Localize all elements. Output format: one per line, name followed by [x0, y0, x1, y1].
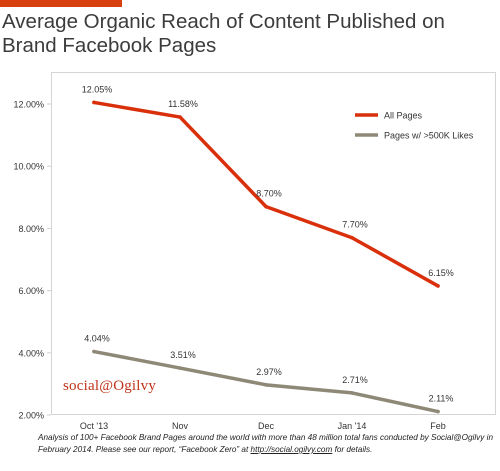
y-tick-label: 2.00% — [18, 411, 44, 421]
y-tick-label: 6.00% — [18, 286, 44, 296]
chart-title: Average Organic Reach of Content Publish… — [2, 10, 445, 57]
data-point — [350, 391, 354, 395]
x-tick-label: Nov — [172, 421, 189, 430]
x-tick-label: Feb — [430, 421, 446, 430]
data-point — [264, 204, 268, 209]
data-label: 3.51% — [170, 350, 196, 360]
footnote-text: Analysis of 100+ Facebook Brand Pages ar… — [38, 433, 494, 454]
y-tick-label: 10.00% — [13, 162, 44, 172]
data-point — [178, 366, 182, 370]
data-point — [436, 284, 440, 288]
plot-area-border — [51, 72, 496, 415]
y-tick-label: 8.00% — [18, 224, 44, 234]
data-label: 2.97% — [256, 367, 282, 377]
data-point — [436, 409, 440, 414]
data-label: 12.05% — [82, 84, 113, 94]
data-label: 6.15% — [428, 268, 454, 278]
y-tick-label: 12.00% — [13, 100, 44, 110]
line-chart: 2.00% 4.00% 6.00% 8.00% 10.00% 12.00% Oct '13 N… — [13, 84, 474, 430]
data-point — [264, 383, 268, 387]
x-tick-label: Jan '14 — [338, 421, 367, 430]
legend-label: All Pages — [384, 111, 423, 121]
source-footnote: Analysis of 100+ Facebook Brand Pages ar… — [38, 432, 500, 456]
data-label: 7.70% — [342, 220, 368, 230]
footnote-suffix: for details. — [334, 445, 373, 454]
legend-label: Pages w/ >500K Likes — [384, 131, 474, 141]
data-label: 11.58% — [168, 99, 198, 109]
data-point — [92, 100, 96, 105]
y-tick-label: 4.00% — [18, 348, 44, 358]
x-tick-label: Oct '13 — [80, 421, 108, 430]
accent-bar — [0, 0, 122, 7]
data-label: 2.71% — [342, 375, 368, 385]
data-label: 2.11% — [429, 394, 454, 404]
data-point — [92, 349, 96, 354]
data-label: 4.04% — [84, 334, 110, 344]
report-link[interactable]: http://social.ogilvy.com — [250, 445, 333, 454]
social-ogilvy-logo: social@Ogilvy — [63, 378, 157, 394]
data-point — [350, 235, 354, 240]
x-tick-label: Dec — [258, 421, 275, 430]
data-point — [178, 115, 182, 119]
data-label: 8.70% — [256, 189, 282, 199]
